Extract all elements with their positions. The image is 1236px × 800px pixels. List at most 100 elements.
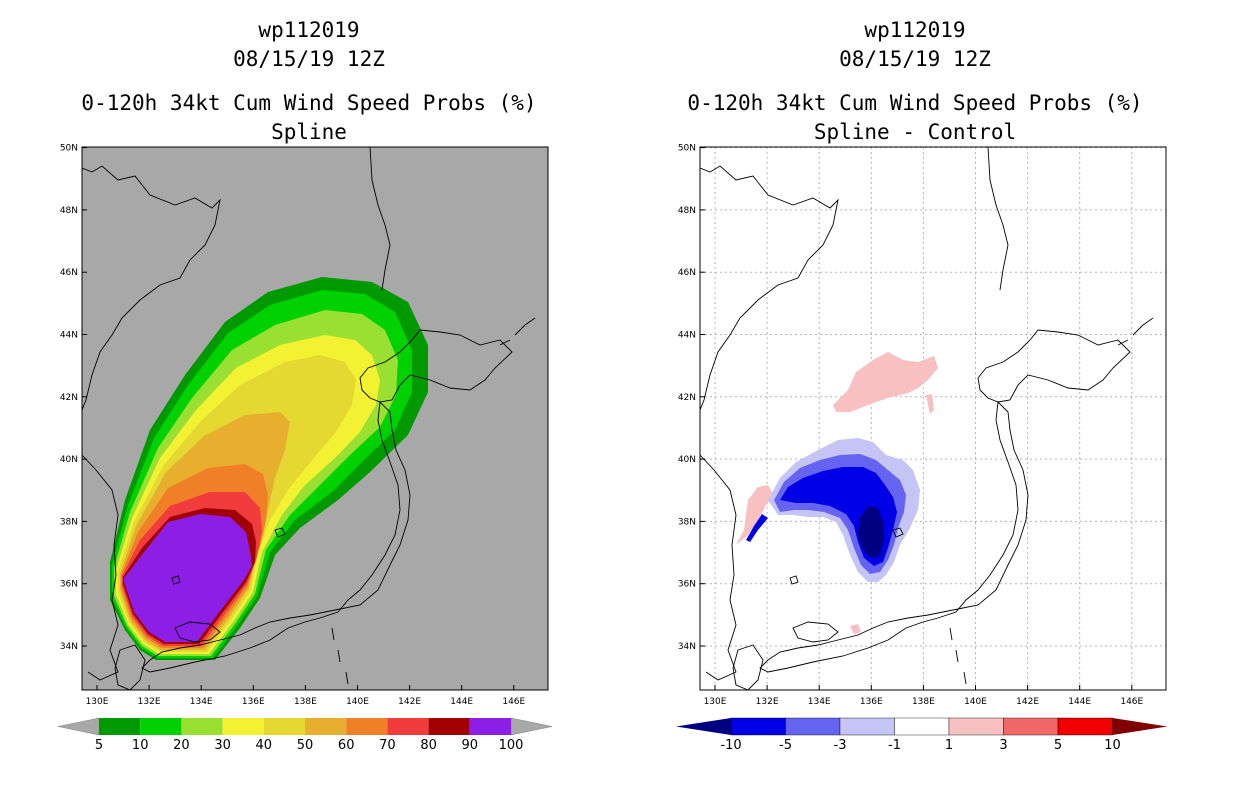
colorbar-box bbox=[428, 718, 470, 735]
right-coast-oki bbox=[789, 575, 799, 585]
colorbar-box bbox=[730, 717, 786, 736]
x-tick-label: 134E bbox=[190, 697, 213, 707]
left-title: 0-120h 34kt Cum Wind Speed Probs (%) bbox=[81, 91, 537, 115]
y-tick-label: 36N bbox=[60, 580, 78, 590]
y-tick-label: 38N bbox=[678, 517, 696, 527]
y-tick-label: 34N bbox=[60, 642, 78, 652]
x-tick-label: 138E bbox=[912, 697, 935, 707]
y-tick-label: 36N bbox=[678, 580, 696, 590]
left-panel: wp112019 08/15/19 12Z 0-120h 34kt Cum Wi… bbox=[57, 18, 553, 753]
y-tick-label: 50N bbox=[60, 144, 78, 154]
colorbar-label: 5 bbox=[1054, 738, 1062, 753]
colorbar-label: 100 bbox=[499, 738, 524, 753]
y-tick-label: 40N bbox=[678, 455, 696, 465]
colorbar-label: -1 bbox=[888, 738, 901, 753]
right-coast-honshu bbox=[759, 401, 1029, 673]
left-coast-asia bbox=[82, 165, 221, 411]
colorbar-box bbox=[140, 718, 182, 735]
y-tick-label: 50N bbox=[678, 144, 696, 154]
left-probability-field bbox=[110, 277, 428, 660]
colorbar-box bbox=[305, 718, 347, 735]
right-x-axis: 130E 132E 134E 136E 138E 140E 142E 144E 146E bbox=[704, 685, 1144, 707]
colorbar-label: 10 bbox=[1104, 738, 1121, 753]
y-tick-label: 48N bbox=[60, 206, 78, 216]
y-tick-label: 40N bbox=[60, 455, 78, 465]
colorbar-box bbox=[263, 718, 305, 735]
diff-pink-west bbox=[736, 485, 774, 545]
left-map-frame bbox=[81, 146, 549, 691]
x-tick-label: 140E bbox=[346, 697, 369, 707]
colorbar-label: 3 bbox=[999, 738, 1007, 753]
y-tick-label: 34N bbox=[678, 642, 696, 652]
right-coast-korea bbox=[700, 454, 737, 681]
right-datetime: 08/15/19 12Z bbox=[839, 47, 991, 71]
colorbar-box bbox=[346, 718, 388, 735]
right-panel: wp112019 08/15/19 12Z 0-120h 34kt Cum Wi… bbox=[618, 0, 1236, 800]
right-gridlines bbox=[700, 147, 1166, 690]
left-storm-id: wp112019 bbox=[258, 18, 360, 42]
x-tick-label: 140E bbox=[964, 697, 987, 707]
left-coast-shikoku bbox=[174, 621, 221, 643]
right-coast-sakhalin bbox=[987, 147, 1009, 291]
y-tick-label: 44N bbox=[60, 331, 78, 341]
y-tick-label: 38N bbox=[60, 517, 78, 527]
colorbar-label: 70 bbox=[379, 738, 396, 753]
left-datetime: 08/15/19 12Z bbox=[233, 47, 385, 71]
colorbar-label: 20 bbox=[173, 738, 190, 753]
right-coast-shikoku bbox=[792, 621, 839, 643]
diff-pink-north bbox=[833, 352, 938, 412]
x-tick-label: 136E bbox=[242, 697, 265, 707]
left-map-svg: 130E 132E 134E 136E 138E 140E 142E 144E 146E 34N… bbox=[57, 144, 553, 753]
colorbar-label: -10 bbox=[720, 738, 741, 753]
y-tick-label: 44N bbox=[678, 331, 696, 341]
colorbar-box bbox=[785, 717, 841, 736]
left-colorbar: 5 10 20 30 40 50 60 70 80 90 100 bbox=[57, 717, 553, 753]
colorbar-left-arrow bbox=[676, 718, 731, 735]
colorbar-label: 40 bbox=[256, 738, 273, 753]
x-tick-label: 130E bbox=[86, 697, 109, 707]
left-coast-oki bbox=[171, 575, 181, 585]
right-coast-izu bbox=[949, 627, 967, 685]
y-tick-label: 46N bbox=[678, 268, 696, 278]
x-tick-label: 142E bbox=[1016, 697, 1039, 707]
x-tick-label: 138E bbox=[294, 697, 317, 707]
right-coastlines bbox=[700, 147, 1154, 690]
x-tick-label: 144E bbox=[450, 697, 473, 707]
colorbar-box bbox=[1003, 717, 1059, 736]
right-coast-kyushu bbox=[732, 644, 764, 690]
right-map-svg: 130E 132E 134E 136E 138E 140E 142E 144E 146E 34N… bbox=[676, 144, 1168, 753]
colorbar-box bbox=[99, 718, 141, 735]
x-tick-label: 132E bbox=[756, 697, 779, 707]
prob-band-90-100 bbox=[124, 514, 252, 642]
left-coast-kyushu bbox=[114, 644, 146, 690]
right-y-axis: 34N 36N 38N 40N 42N 44N 46N 48N 50N bbox=[678, 144, 705, 652]
colorbar-label: 50 bbox=[297, 738, 314, 753]
x-tick-label: 144E bbox=[1068, 697, 1091, 707]
colorbar-label: 80 bbox=[420, 738, 437, 753]
colorbar-box bbox=[948, 717, 1004, 736]
left-coast-kurils bbox=[499, 317, 536, 346]
colorbar-box bbox=[839, 717, 895, 736]
x-tick-label: 134E bbox=[808, 697, 831, 707]
x-tick-label: 146E bbox=[502, 697, 525, 707]
x-tick-label: 130E bbox=[704, 697, 727, 707]
left-coast-honshu bbox=[141, 401, 411, 673]
right-coast-hokkaido bbox=[977, 329, 1131, 403]
colorbar-box bbox=[1057, 717, 1113, 736]
right-subtitle: Spline - Control bbox=[813, 120, 1017, 144]
right-map-background bbox=[700, 147, 1166, 690]
x-tick-label: 132E bbox=[138, 697, 161, 707]
right-coast-kurils bbox=[1117, 317, 1154, 346]
colorbar-box bbox=[222, 718, 264, 735]
colorbar-box bbox=[181, 718, 223, 735]
colorbar-left-arrow bbox=[57, 717, 100, 736]
colorbar-label: 1 bbox=[945, 738, 953, 753]
y-tick-label: 42N bbox=[678, 393, 696, 403]
colorbar-box bbox=[387, 718, 429, 735]
diff-pink-south bbox=[850, 624, 861, 634]
colorbar-right-arrow bbox=[510, 717, 553, 736]
left-x-axis: 130E 132E 134E 136E 138E 140E 142E 144E 146E bbox=[86, 685, 526, 707]
colorbar-label: 30 bbox=[214, 738, 231, 753]
colorbar-label: 90 bbox=[462, 738, 479, 753]
right-title: 0-120h 34kt Cum Wind Speed Probs (%) bbox=[687, 91, 1143, 115]
